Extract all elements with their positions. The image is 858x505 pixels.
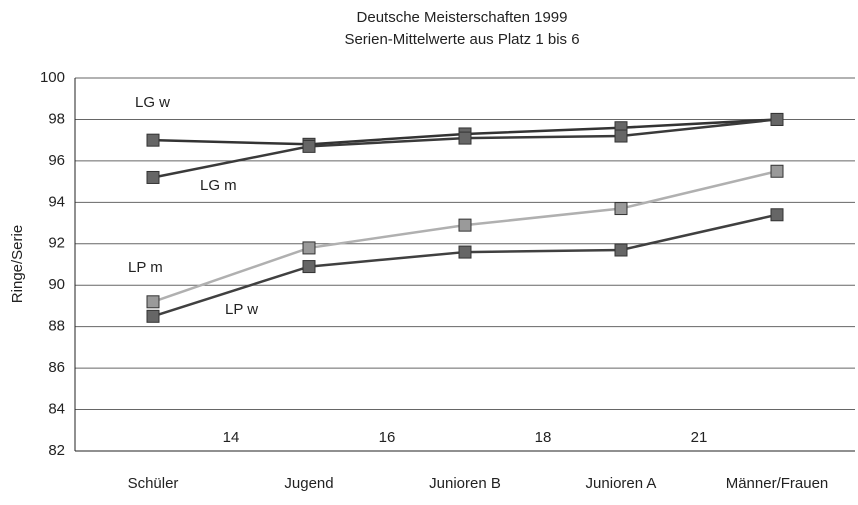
marker xyxy=(458,131,472,145)
marker xyxy=(770,208,784,222)
y-tick-label: 90 xyxy=(48,276,65,293)
chart-title: Deutsche Meisterschaften 1999 xyxy=(357,9,568,26)
x-tick-label: Junioren A xyxy=(586,475,657,492)
y-tick-label: 84 xyxy=(48,401,65,418)
annotation: 14 xyxy=(223,429,240,446)
series-label: LP m xyxy=(128,259,163,276)
marker xyxy=(770,112,784,126)
marker xyxy=(146,170,160,184)
x-tick-label: Männer/Frauen xyxy=(726,475,829,492)
y-axis-label: Ringe/Serie xyxy=(9,225,26,303)
marker xyxy=(614,202,628,216)
marker xyxy=(146,133,160,147)
x-tick-label: Junioren B xyxy=(429,475,501,492)
y-tick-label: 96 xyxy=(48,152,65,169)
marker xyxy=(146,309,160,323)
marker xyxy=(458,218,472,232)
annotation: 21 xyxy=(691,429,708,446)
marker xyxy=(458,245,472,259)
y-tick-label: 92 xyxy=(48,235,65,252)
y-tick-label: 100 xyxy=(40,69,65,86)
x-tick-label: Jugend xyxy=(284,475,333,492)
marker xyxy=(302,139,316,153)
marker xyxy=(302,260,316,274)
annotation: 16 xyxy=(379,429,396,446)
marker xyxy=(770,164,784,178)
chart-subtitle: Serien-Mittelwerte aus Platz 1 bis 6 xyxy=(344,31,579,48)
y-tick-label: 94 xyxy=(48,193,65,210)
series-label: LP w xyxy=(225,301,258,318)
marker xyxy=(614,243,628,257)
annotation: 18 xyxy=(535,429,552,446)
y-tick-label: 88 xyxy=(48,318,65,335)
x-tick-label: Schüler xyxy=(128,475,179,492)
y-tick-label: 86 xyxy=(48,359,65,376)
series-label: LG m xyxy=(200,177,237,194)
y-tick-label: 98 xyxy=(48,110,65,127)
marker xyxy=(302,241,316,255)
marker xyxy=(614,129,628,143)
series-label: LG w xyxy=(135,94,170,111)
y-tick-label: 82 xyxy=(48,442,65,459)
marker xyxy=(146,295,160,309)
